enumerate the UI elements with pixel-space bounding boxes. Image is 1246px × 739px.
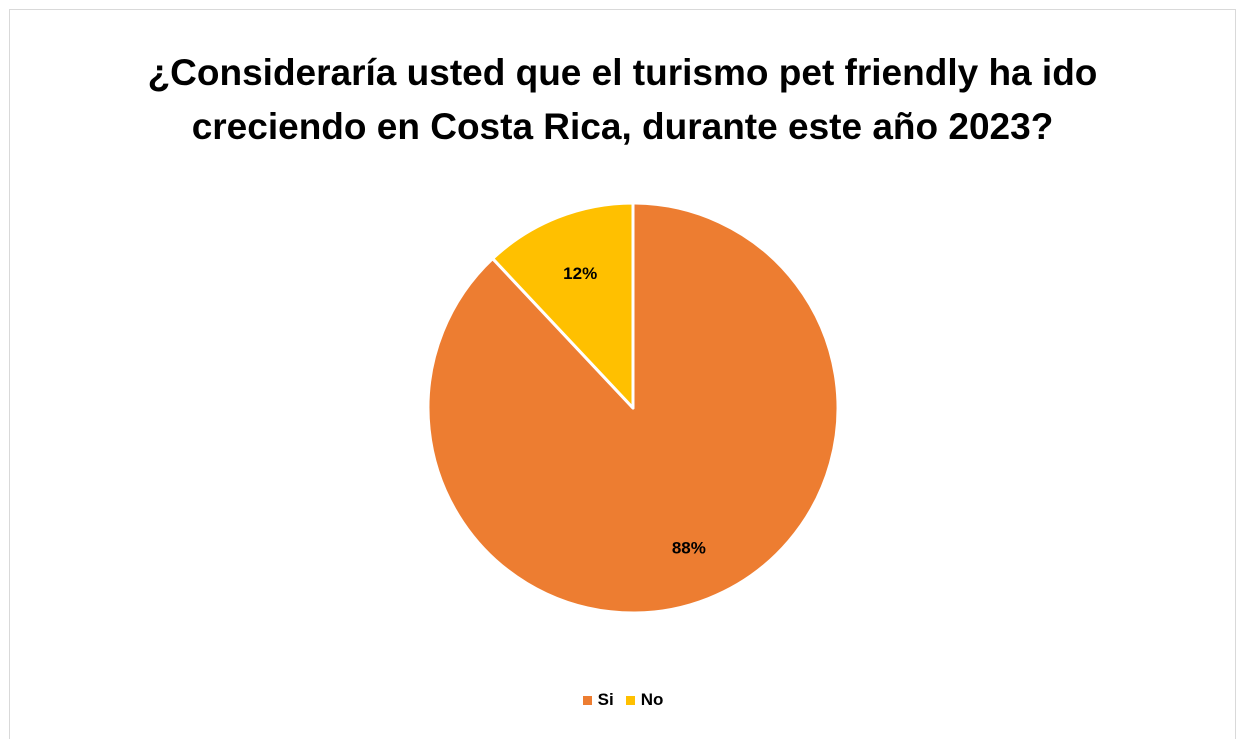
pie-slice-no xyxy=(491,201,635,410)
legend-label-si: Si xyxy=(597,690,614,709)
legend-swatch-no xyxy=(625,695,635,705)
data-label-si: 88% xyxy=(672,539,706,558)
pie-data-labels: 88% 12% xyxy=(563,264,706,557)
chart-title: ¿Consideraría usted que el turismo pet f… xyxy=(10,46,1235,154)
legend-swatch-si xyxy=(582,695,592,705)
chart-title-line-1: ¿Consideraría usted que el turismo pet f… xyxy=(147,52,1098,93)
data-label-no: 12% xyxy=(563,264,597,283)
legend-item-si: Si xyxy=(582,690,614,710)
chart-title-line-2: creciendo en Costa Rica, durante este añ… xyxy=(191,106,1054,147)
chart-legend: Si No xyxy=(0,690,1246,710)
legend-item-no: No xyxy=(625,690,664,710)
pie-slices xyxy=(426,201,840,615)
legend-label-no: No xyxy=(640,690,664,709)
